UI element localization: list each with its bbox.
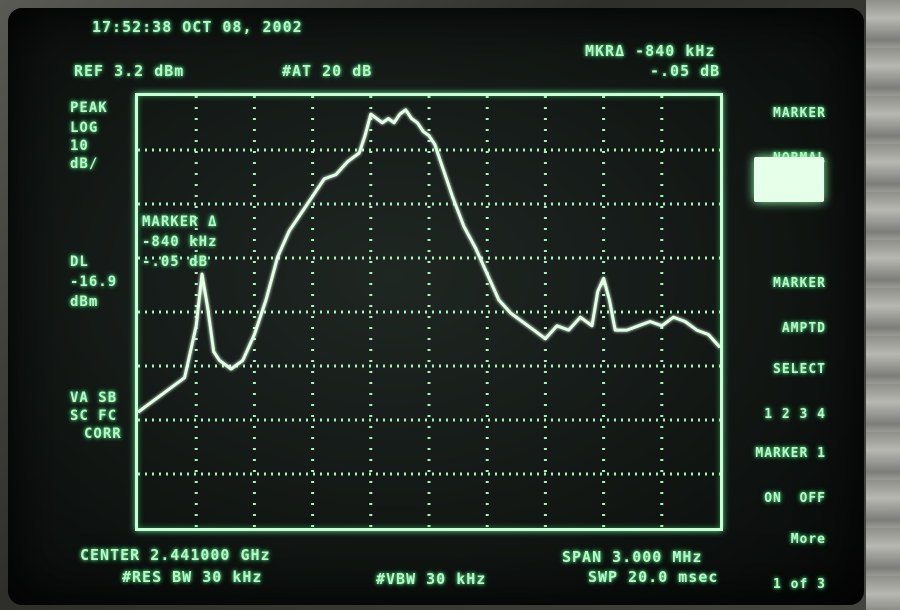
display-line-label: DL xyxy=(70,254,89,270)
softkey-highlighted[interactable] xyxy=(754,157,824,202)
va-sb-indicator: VA SB xyxy=(70,390,118,406)
softkey-select-line2: 1 2 3 4 xyxy=(764,407,826,422)
softkey-select-line1: SELECT xyxy=(773,362,826,377)
frequency-span: SPAN 3.000 MHz xyxy=(562,548,703,566)
display-line-unit: dBm xyxy=(70,294,99,310)
softkey-more-line1: More xyxy=(790,532,826,547)
marker-box-frequency: -840 kHz xyxy=(142,234,218,250)
detector-mode: PEAK xyxy=(70,100,108,116)
softkey-more-line2: 1 of 3 xyxy=(773,577,826,592)
softkey-marker1-line2: ON OFF xyxy=(764,491,826,506)
scale-type: LOG xyxy=(70,120,99,136)
spectrum-trace xyxy=(137,108,722,414)
softkey-marker-amptd[interactable]: MARKER AMPTD xyxy=(730,246,826,351)
front-panel-edge xyxy=(866,0,900,610)
graticule-frame xyxy=(135,93,723,531)
corr-indicator: CORR xyxy=(84,426,122,442)
marker-box-title: MARKER Δ xyxy=(142,214,218,230)
attenuation: #AT 20 dB xyxy=(282,62,373,80)
timestamp: 17:52:38 OCT 08, 2002 xyxy=(92,18,303,36)
softkey-select[interactable]: SELECT 1 2 3 4 xyxy=(730,332,826,437)
softkey-marker1-line1: MARKER 1 xyxy=(755,446,826,461)
marker-delta-frequency: MKRΔ -840 kHz xyxy=(585,42,716,60)
sweep-time: SWP 20.0 msec xyxy=(588,568,719,586)
scale-value: 10 xyxy=(70,138,89,154)
display-line-value: -16.9 xyxy=(70,274,118,290)
graticule-grid xyxy=(138,96,720,528)
marker-box-amplitude: -.05 dB xyxy=(142,254,209,270)
softkey-marker-amptd-line2: AMPTD xyxy=(781,321,826,336)
softkey-more[interactable]: More 1 of 3 xyxy=(730,502,826,607)
resolution-bandwidth: #RES BW 30 kHz xyxy=(122,568,263,586)
video-bandwidth: #VBW 30 kHz xyxy=(376,570,487,588)
softkey-marker-normal-line1: MARKER xyxy=(773,106,826,121)
softkey-marker1-on-off[interactable]: MARKER 1 ON OFF xyxy=(730,416,826,521)
softkey-marker-amptd-line1: MARKER xyxy=(773,276,826,291)
sc-fc-indicator: SC FC xyxy=(70,408,118,424)
reference-level: REF 3.2 dBm xyxy=(74,62,185,80)
marker-delta-amplitude: -.05 dB xyxy=(650,62,721,80)
scale-unit: dB/ xyxy=(70,156,99,172)
center-frequency: CENTER 2.441000 GHz xyxy=(80,546,271,564)
